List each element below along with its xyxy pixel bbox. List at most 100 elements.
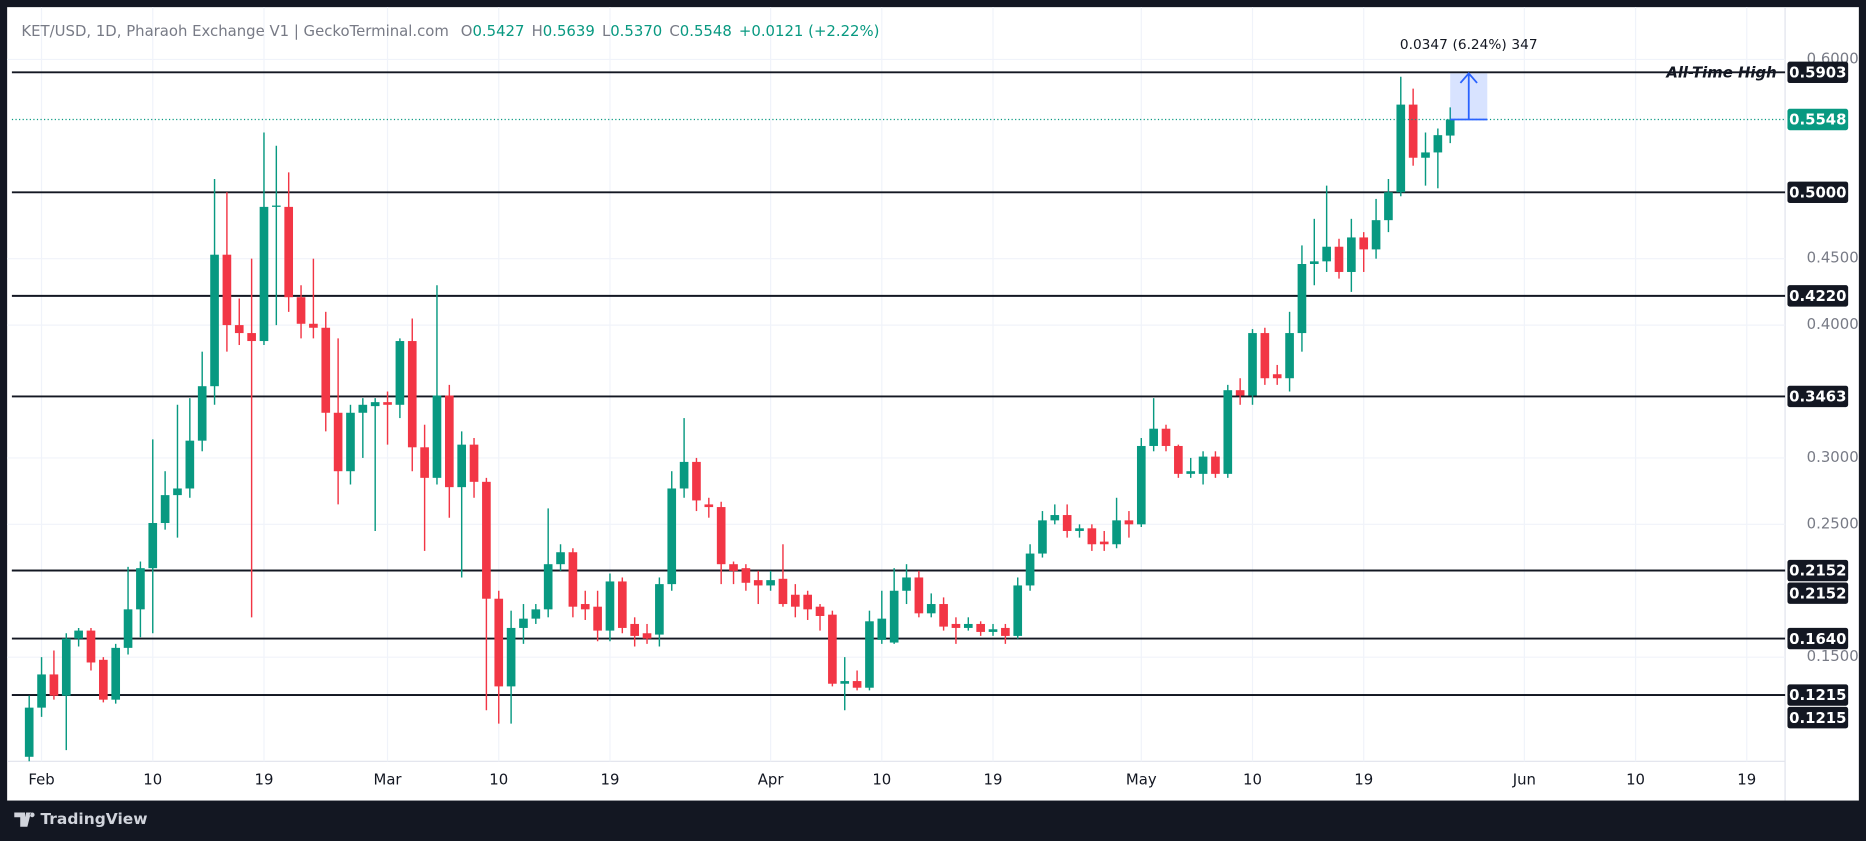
candle-body — [1322, 246, 1331, 262]
candle-body — [939, 604, 948, 627]
measure-text: 0.0347 (6.24%) 347 — [1400, 37, 1538, 53]
candle-body — [259, 206, 269, 342]
candle-body — [24, 707, 34, 757]
x-tick-label: 19 — [600, 770, 619, 788]
candle-body — [568, 552, 578, 607]
candle-body — [1075, 528, 1084, 531]
candle-body — [1433, 135, 1443, 153]
x-tick-label: Jun — [1512, 770, 1536, 788]
candle-body — [61, 638, 71, 696]
level-label: 0.5000 — [1789, 183, 1846, 201]
candle-body — [828, 614, 837, 684]
candle-body — [1248, 333, 1257, 396]
candle-body — [741, 568, 751, 583]
candle-body — [580, 604, 590, 610]
candle-body — [902, 577, 911, 591]
x-tick-label: 19 — [1354, 770, 1373, 788]
candle-body — [1050, 515, 1060, 521]
level-label-box — [1787, 181, 1849, 203]
candle-body — [296, 297, 306, 324]
candle-body — [1062, 515, 1072, 531]
candle-body — [173, 488, 182, 496]
header-title: KET/USD, 1D, Pharaoh Exchange V1 | Gecko… — [21, 22, 448, 40]
candle-body — [519, 618, 528, 628]
x-tick-label: Feb — [28, 770, 54, 788]
candle-body — [1136, 445, 1146, 525]
candle-body — [346, 412, 355, 472]
candle-body — [926, 604, 936, 614]
candle-body — [309, 323, 318, 328]
candle-body — [247, 333, 256, 342]
ohlc-key: C — [669, 22, 679, 40]
candle-body — [272, 205, 281, 207]
candle-body — [407, 341, 417, 448]
last-price-box — [1787, 108, 1849, 131]
ohlc-value: 0.5427 — [472, 22, 524, 40]
level-label: 0.4220 — [1789, 287, 1846, 305]
level-annotation: All-Time High — [1665, 64, 1776, 82]
candle-body — [1235, 390, 1245, 396]
candle-body — [358, 404, 368, 413]
candle-body — [1371, 220, 1381, 250]
candle-body — [877, 618, 887, 640]
candle-body — [370, 402, 380, 407]
candle-body — [531, 609, 541, 619]
candle-body — [1087, 528, 1097, 545]
candle-body — [74, 630, 83, 639]
measure-bars: 347 — [1511, 37, 1537, 53]
candle-body — [197, 386, 207, 441]
candle-body — [679, 461, 689, 489]
candle-body — [1297, 263, 1307, 334]
candle-body — [630, 623, 639, 636]
last-price-label: 0.5548 — [1789, 111, 1846, 129]
x-tick-label: Apr — [758, 770, 785, 788]
candle-body — [1198, 456, 1208, 474]
y-tick-label: 0.1500 — [1807, 647, 1859, 665]
candle-body — [123, 609, 133, 648]
x-tick-label: 10 — [1243, 770, 1262, 788]
candle-body — [482, 481, 491, 599]
candle-body — [445, 395, 454, 488]
level-label-box — [1787, 285, 1849, 307]
candle-body — [333, 412, 343, 472]
candle-body — [1013, 585, 1023, 636]
change-pct: (+2.22%) — [808, 22, 879, 40]
candle-body — [951, 623, 961, 628]
candle-body — [210, 254, 219, 387]
candle-body — [99, 659, 108, 700]
level-label: 0.3463 — [1789, 388, 1846, 406]
candle-body — [420, 447, 429, 478]
candle-body — [49, 674, 59, 696]
candle-body — [1445, 119, 1455, 136]
candle-body — [1359, 237, 1369, 250]
measure-percent: (6.24%) — [1453, 37, 1507, 53]
level-label: 0.5903 — [1789, 64, 1846, 82]
y-tick-label: 0.4000 — [1807, 315, 1859, 333]
x-tick-label: 19 — [255, 770, 274, 788]
candle-body — [222, 254, 232, 326]
candle-body — [1038, 520, 1047, 554]
candle-body — [667, 488, 677, 585]
level-label-box — [1787, 582, 1849, 604]
chart-area — [7, 7, 1859, 801]
candle-body — [790, 594, 800, 607]
candle-body — [852, 681, 862, 688]
candle-body — [284, 206, 294, 298]
candle-body — [704, 504, 714, 508]
candle-body — [1186, 471, 1196, 474]
candle-body — [234, 325, 244, 334]
candle-body — [914, 577, 924, 614]
x-tick-label: 10 — [489, 770, 508, 788]
change: +0.0121 — [739, 22, 803, 40]
candle-body — [1025, 553, 1035, 586]
level-label-box — [1787, 559, 1849, 582]
candle-body — [469, 444, 479, 482]
candle-body — [988, 629, 998, 632]
y-tick-label: 0.4500 — [1807, 249, 1859, 267]
candle-body — [605, 581, 615, 631]
candle-body — [753, 580, 763, 586]
candle-body — [86, 630, 96, 663]
candle-body — [1334, 246, 1344, 272]
candle-body — [766, 580, 775, 586]
candle-body — [1112, 520, 1121, 545]
